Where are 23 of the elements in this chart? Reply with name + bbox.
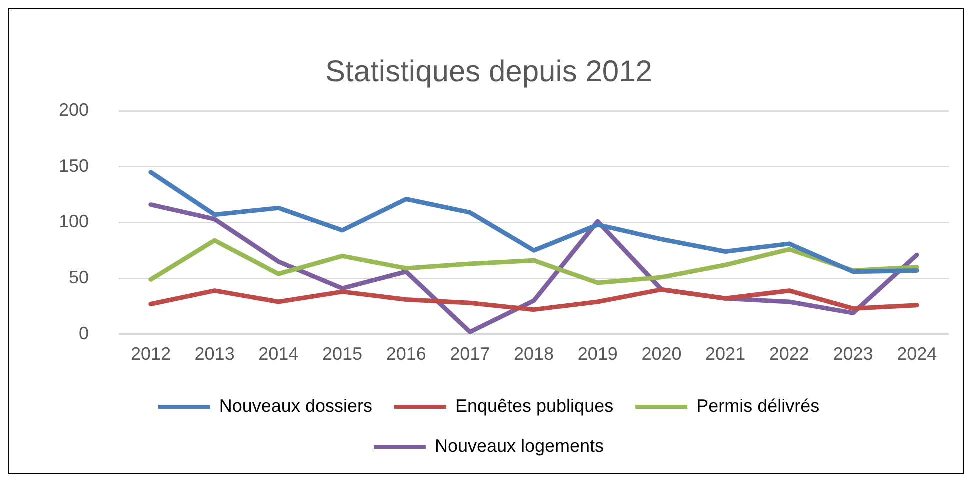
x-tick-label: 2014 bbox=[258, 344, 299, 364]
x-tick-label: 2017 bbox=[450, 344, 490, 364]
legend-label: Nouveaux logements bbox=[434, 436, 604, 456]
x-tick-label: 2019 bbox=[578, 344, 618, 364]
x-tick-label: 2022 bbox=[769, 344, 810, 364]
y-tick-label: 100 bbox=[58, 212, 90, 232]
x-tick-label: 2021 bbox=[706, 344, 746, 364]
x-tick-label: 2016 bbox=[386, 344, 426, 364]
y-tick-label: 0 bbox=[79, 323, 90, 344]
chart-title: Statistiques depuis 2012 bbox=[326, 55, 652, 88]
legend-label: Nouveaux dossiers bbox=[219, 396, 372, 416]
x-tick-label: 2024 bbox=[897, 344, 938, 364]
legend-label: Permis délivrés bbox=[696, 396, 820, 416]
legend-label: Enquêtes publiques bbox=[455, 396, 614, 416]
x-tick-label: 2015 bbox=[322, 344, 363, 364]
x-tick-label: 2023 bbox=[833, 344, 874, 364]
x-tick-label: 2018 bbox=[514, 344, 554, 364]
y-tick-label: 150 bbox=[58, 156, 90, 176]
x-tick-label: 2020 bbox=[642, 344, 682, 364]
x-tick-label: 2012 bbox=[130, 344, 171, 364]
y-tick-label: 200 bbox=[58, 100, 90, 120]
y-tick-label: 50 bbox=[69, 268, 90, 288]
x-tick-label: 2013 bbox=[194, 344, 235, 364]
